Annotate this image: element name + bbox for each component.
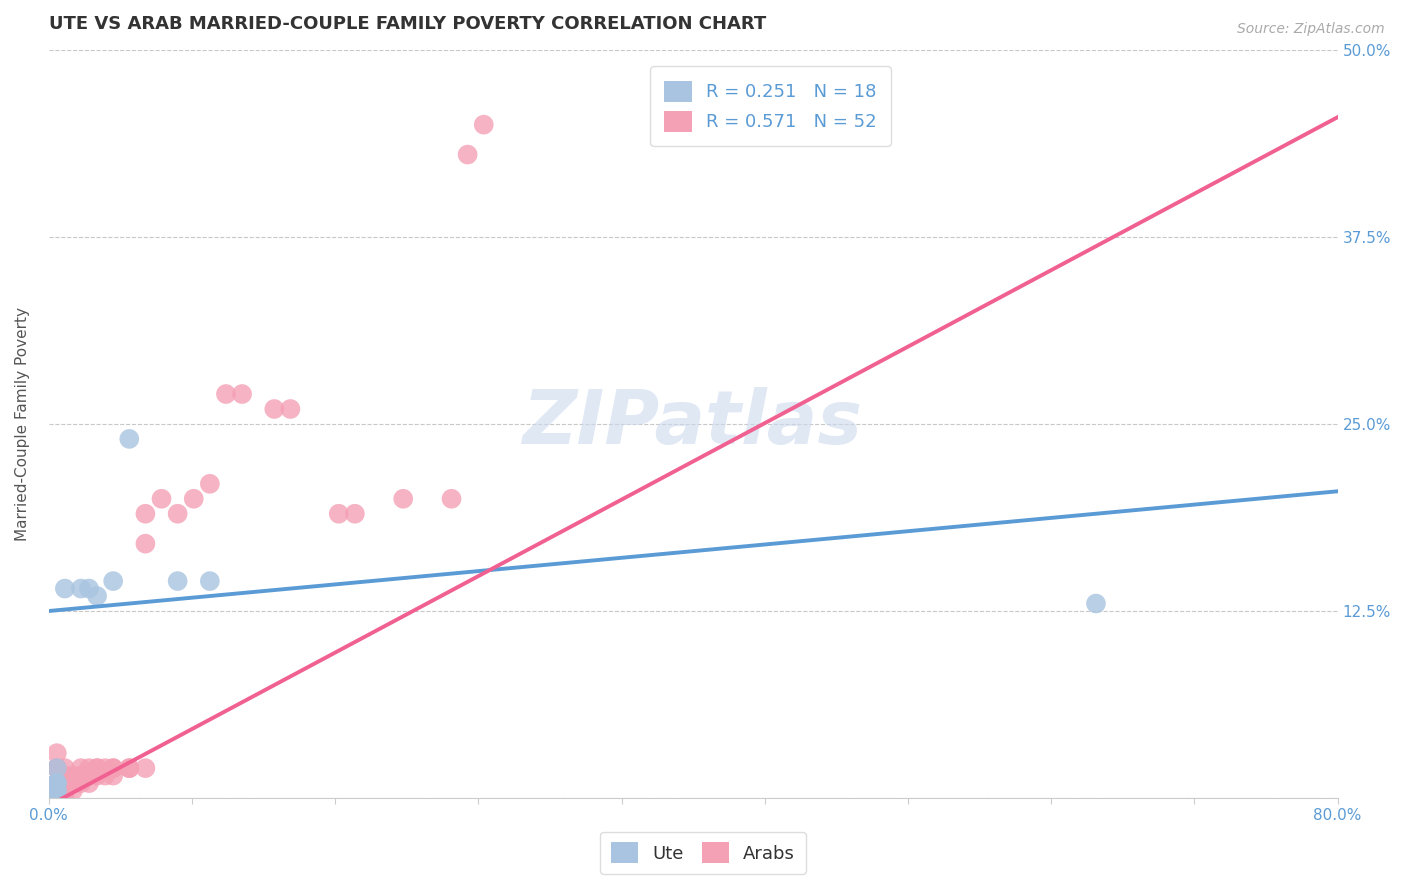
Y-axis label: Married-Couple Family Poverty: Married-Couple Family Poverty (15, 307, 30, 541)
Point (45, 783, 67, 797)
Point (70, 582, 93, 596)
Point (343, 507, 366, 521)
Point (45, 761, 67, 775)
Text: ZIPatlas: ZIPatlas (523, 387, 863, 460)
Point (45, 776, 67, 790)
Point (150, 491, 173, 506)
Point (231, 387, 253, 401)
Point (77, 769, 100, 783)
Point (198, 476, 221, 491)
Point (45, 791, 67, 805)
Point (53, 761, 76, 775)
Point (53, 582, 76, 596)
Text: Source: ZipAtlas.com: Source: ZipAtlas.com (1237, 22, 1385, 37)
Point (86, 761, 108, 775)
Point (118, 432, 141, 446)
Point (45, 776, 67, 790)
Point (53, 791, 76, 805)
Point (45, 791, 67, 805)
Point (45, 761, 67, 775)
Point (45, 783, 67, 797)
Point (263, 402, 285, 417)
Point (103, 761, 125, 775)
Point (103, 761, 125, 775)
Point (77, 582, 100, 596)
Point (166, 574, 188, 588)
Point (134, 536, 156, 550)
Point (440, 491, 463, 506)
Point (392, 491, 415, 506)
Point (215, 387, 238, 401)
Point (45, 776, 67, 790)
Point (472, 118, 495, 132)
Point (86, 769, 108, 783)
Point (77, 776, 100, 790)
Point (45, 761, 67, 775)
Point (53, 769, 76, 783)
Point (77, 761, 100, 775)
Point (62, 776, 84, 790)
Point (166, 507, 188, 521)
Point (45, 783, 67, 797)
Point (70, 761, 93, 775)
Point (45, 783, 67, 797)
Point (328, 507, 350, 521)
Point (118, 761, 141, 775)
Point (70, 776, 93, 790)
Point (45, 776, 67, 790)
Point (86, 589, 108, 603)
Point (62, 769, 84, 783)
Point (183, 491, 205, 506)
Point (118, 761, 141, 775)
Point (94, 761, 117, 775)
Point (45, 776, 67, 790)
Point (198, 574, 221, 588)
Legend: R = 0.251   N = 18, R = 0.571   N = 52: R = 0.251 N = 18, R = 0.571 N = 52 (650, 66, 891, 146)
Point (103, 769, 125, 783)
Point (1084, 597, 1107, 611)
Point (53, 783, 76, 797)
Point (103, 574, 125, 588)
Point (45, 746, 67, 760)
Point (134, 761, 156, 775)
Point (53, 776, 76, 790)
Point (457, 147, 479, 161)
Legend: Ute, Arabs: Ute, Arabs (600, 831, 806, 874)
Point (45, 791, 67, 805)
Point (45, 776, 67, 790)
Point (94, 769, 117, 783)
Point (45, 791, 67, 805)
Point (134, 507, 156, 521)
Point (70, 769, 93, 783)
Text: UTE VS ARAB MARRIED-COUPLE FAMILY POVERTY CORRELATION CHART: UTE VS ARAB MARRIED-COUPLE FAMILY POVERT… (49, 15, 766, 33)
Point (53, 776, 76, 790)
Point (45, 776, 67, 790)
Point (86, 761, 108, 775)
Point (280, 402, 302, 417)
Point (62, 783, 84, 797)
